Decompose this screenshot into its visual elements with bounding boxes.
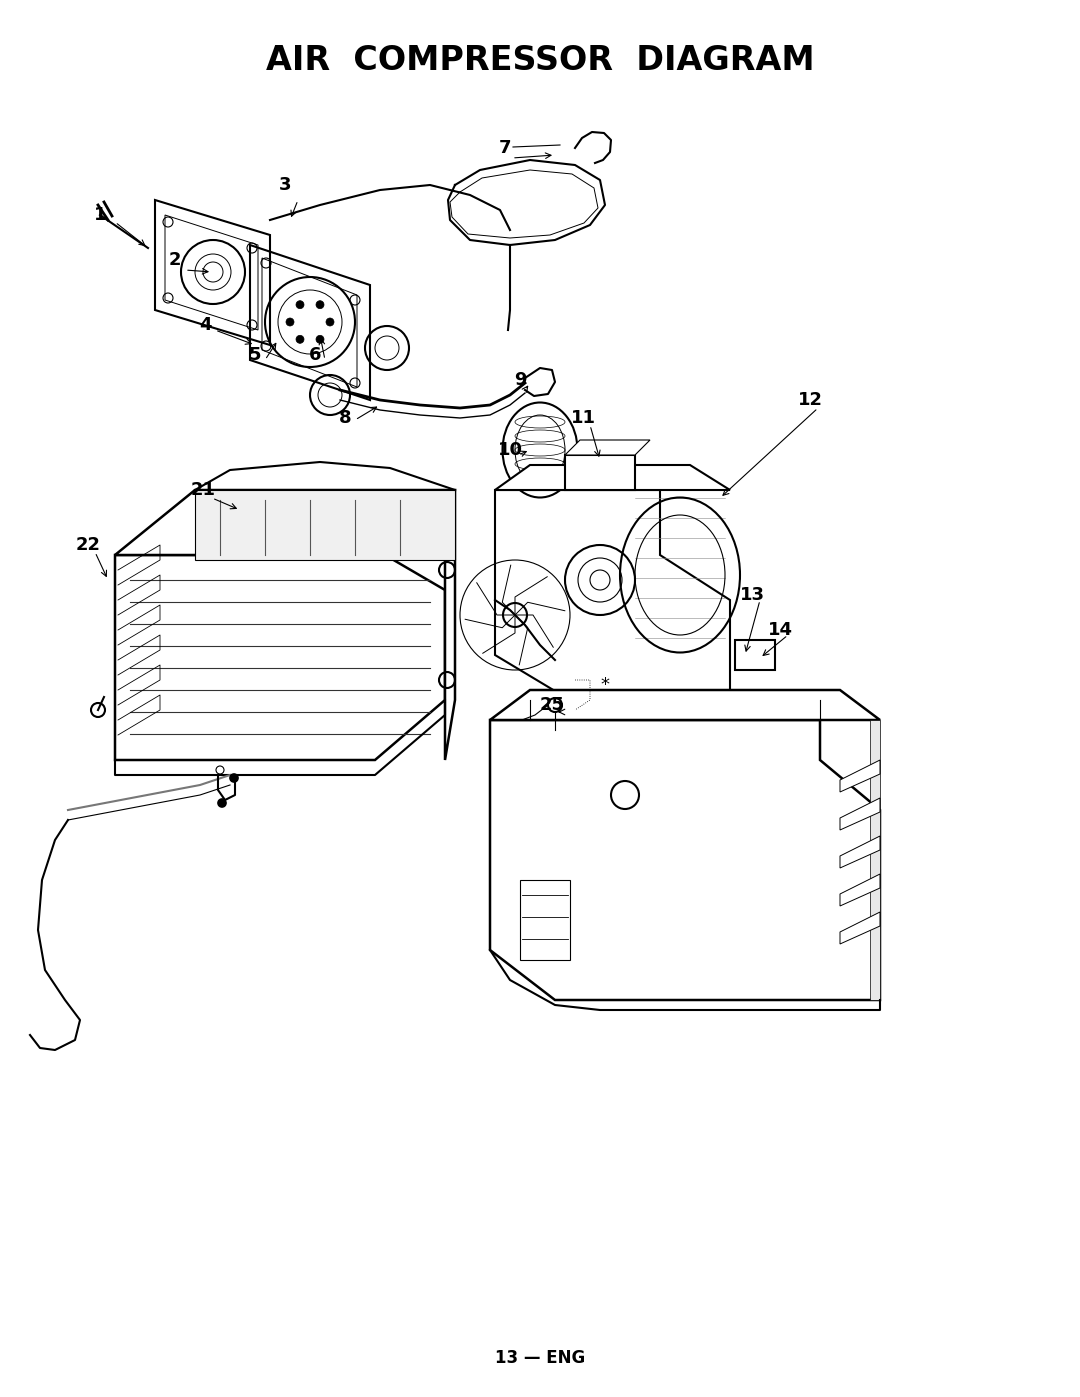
Polygon shape [195,490,455,560]
Polygon shape [840,912,880,944]
Text: 12: 12 [797,391,823,409]
Text: 13: 13 [740,585,765,604]
Polygon shape [445,490,455,760]
Text: 21: 21 [190,481,216,499]
Polygon shape [490,719,880,1000]
Text: 10: 10 [498,441,523,460]
Text: 5: 5 [248,346,261,365]
Text: 8: 8 [339,409,351,427]
Text: 25: 25 [540,696,565,714]
Polygon shape [735,640,775,671]
Polygon shape [114,555,445,760]
Polygon shape [114,490,455,555]
Text: 7: 7 [499,138,511,156]
Text: 4: 4 [199,316,212,334]
Circle shape [316,300,324,309]
Polygon shape [840,835,880,868]
Circle shape [296,300,303,309]
Circle shape [218,799,226,807]
Text: *: * [600,676,609,694]
Text: 14: 14 [768,622,793,638]
Polygon shape [565,455,635,490]
Circle shape [286,319,294,326]
Text: 9: 9 [514,372,526,388]
Text: 6: 6 [309,346,321,365]
Polygon shape [495,465,730,490]
Text: 22: 22 [76,536,100,555]
Polygon shape [519,880,570,960]
Circle shape [326,319,334,326]
Text: 1: 1 [94,205,106,224]
Polygon shape [565,440,650,455]
Text: AIR  COMPRESSOR  DIAGRAM: AIR COMPRESSOR DIAGRAM [266,43,814,77]
Polygon shape [870,719,880,1000]
Circle shape [316,335,324,344]
Circle shape [296,335,303,344]
Polygon shape [490,690,880,719]
Polygon shape [495,490,730,700]
Text: 2: 2 [168,251,181,270]
Text: 11: 11 [570,409,595,427]
Polygon shape [840,760,880,792]
Polygon shape [840,798,880,830]
Text: 13 — ENG: 13 — ENG [495,1350,585,1368]
Text: 3: 3 [279,176,292,194]
Polygon shape [840,875,880,907]
Circle shape [230,774,238,782]
